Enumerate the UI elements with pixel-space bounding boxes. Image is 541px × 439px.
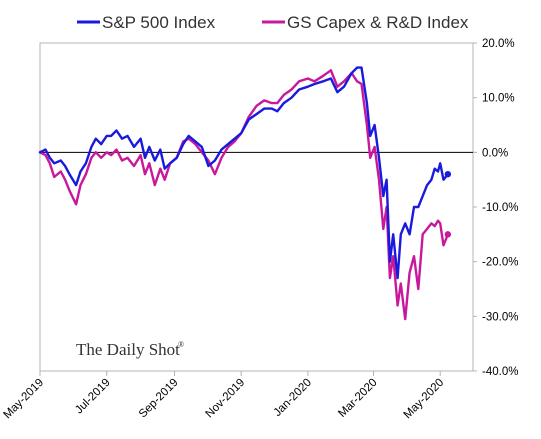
x-tick-label: Mar-2020 xyxy=(336,377,379,420)
y-tick-label: 0.0% xyxy=(482,147,508,159)
series-line-sp500 xyxy=(38,66,450,280)
y-tick-label: -30.0% xyxy=(482,311,518,323)
watermark-registered-mark: ® xyxy=(178,340,184,349)
x-tick-label: Jan-2020 xyxy=(272,377,314,419)
y-axis: 20.0% 10.0% 0.0% -10.0% -20.0% -30.0% -40.0% xyxy=(473,38,518,378)
legend-label-sp500: S&P 500 Index xyxy=(102,13,216,32)
legend-label-gs-capex: GS Capex & R&D Index xyxy=(287,13,469,32)
series-end-point-sp500 xyxy=(444,171,452,178)
x-tick-label: May-2020 xyxy=(402,377,447,422)
series-layer xyxy=(38,66,452,321)
x-tick-label: Nov-2019 xyxy=(204,377,248,421)
y-tick-label: 20.0% xyxy=(482,38,515,50)
y-tick-label: -10.0% xyxy=(482,202,518,214)
watermark-text: The Daily Shot xyxy=(76,340,180,359)
x-axis: May-2019 Jul-2019 Sep-2019 Nov-2019 Jan-2020… xyxy=(1,371,446,421)
legend: S&P 500 Index GS Capex & R&D Index xyxy=(77,13,469,32)
watermark: The Daily Shot ® xyxy=(76,340,184,359)
x-tick-label: Sep-2019 xyxy=(137,377,181,421)
x-tick-label: May-2019 xyxy=(1,377,46,422)
series-line-gs-capex xyxy=(38,69,450,321)
x-tick-label: Jul-2019 xyxy=(73,377,113,417)
plot-area xyxy=(39,42,474,372)
series-end-point-gs-capex xyxy=(444,231,452,238)
y-tick-label: 10.0% xyxy=(482,93,515,105)
y-tick-label: -20.0% xyxy=(482,257,518,269)
y-tick-label: -40.0% xyxy=(482,366,518,378)
